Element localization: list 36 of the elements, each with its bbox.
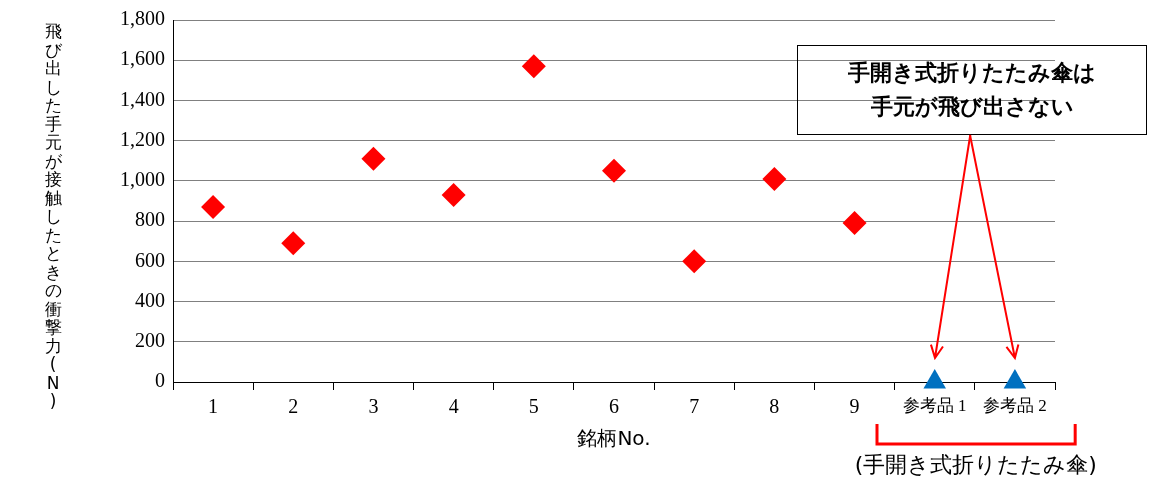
text: 飛び出した手元が接触したときの衝撃力(N)	[44, 21, 62, 411]
x-axis-title: 銘柄No.	[577, 426, 651, 451]
y-tick-label: 1,200	[120, 127, 165, 150]
y-tick-label: 1,800	[120, 7, 165, 30]
y-tick-label: 1,000	[120, 168, 165, 191]
point	[602, 158, 626, 183]
y-tick-label: 200	[135, 329, 165, 352]
x-tick-label: 5	[528, 395, 539, 418]
x-tick-label: 9	[849, 395, 860, 418]
y-tick-label: 0	[155, 369, 165, 392]
x-tick-label: 6	[609, 395, 619, 418]
annotation: 手開き式折りたたみ傘は手元が飛び出さない	[847, 59, 1097, 121]
point	[361, 146, 386, 171]
text: (手開き式折りたたみ傘)	[854, 451, 1097, 479]
x-tick-label: 参考品 2	[983, 395, 1047, 415]
x-tick-label: 3	[368, 395, 379, 418]
x-tick-label: 1	[208, 395, 219, 418]
point	[1003, 369, 1027, 389]
y-tick-label: 800	[135, 208, 165, 231]
x-tick-label: 2	[288, 395, 299, 418]
y-tick-label: 600	[135, 248, 165, 271]
x-tick-label: 4	[448, 395, 459, 418]
point	[842, 211, 867, 236]
x-tick-label: 8	[769, 395, 780, 418]
point	[923, 369, 946, 389]
point	[281, 231, 306, 256]
point	[762, 166, 787, 191]
y-tick-label: 1,600	[120, 47, 165, 70]
point	[441, 182, 466, 207]
point	[201, 195, 226, 220]
x-tick-label: 7	[689, 395, 700, 418]
x-tick-label: 参考品 1	[902, 395, 967, 415]
y-tick-label: 400	[135, 288, 165, 311]
point	[682, 249, 707, 274]
point	[521, 54, 546, 79]
y-tick-label: 1,400	[120, 87, 165, 110]
